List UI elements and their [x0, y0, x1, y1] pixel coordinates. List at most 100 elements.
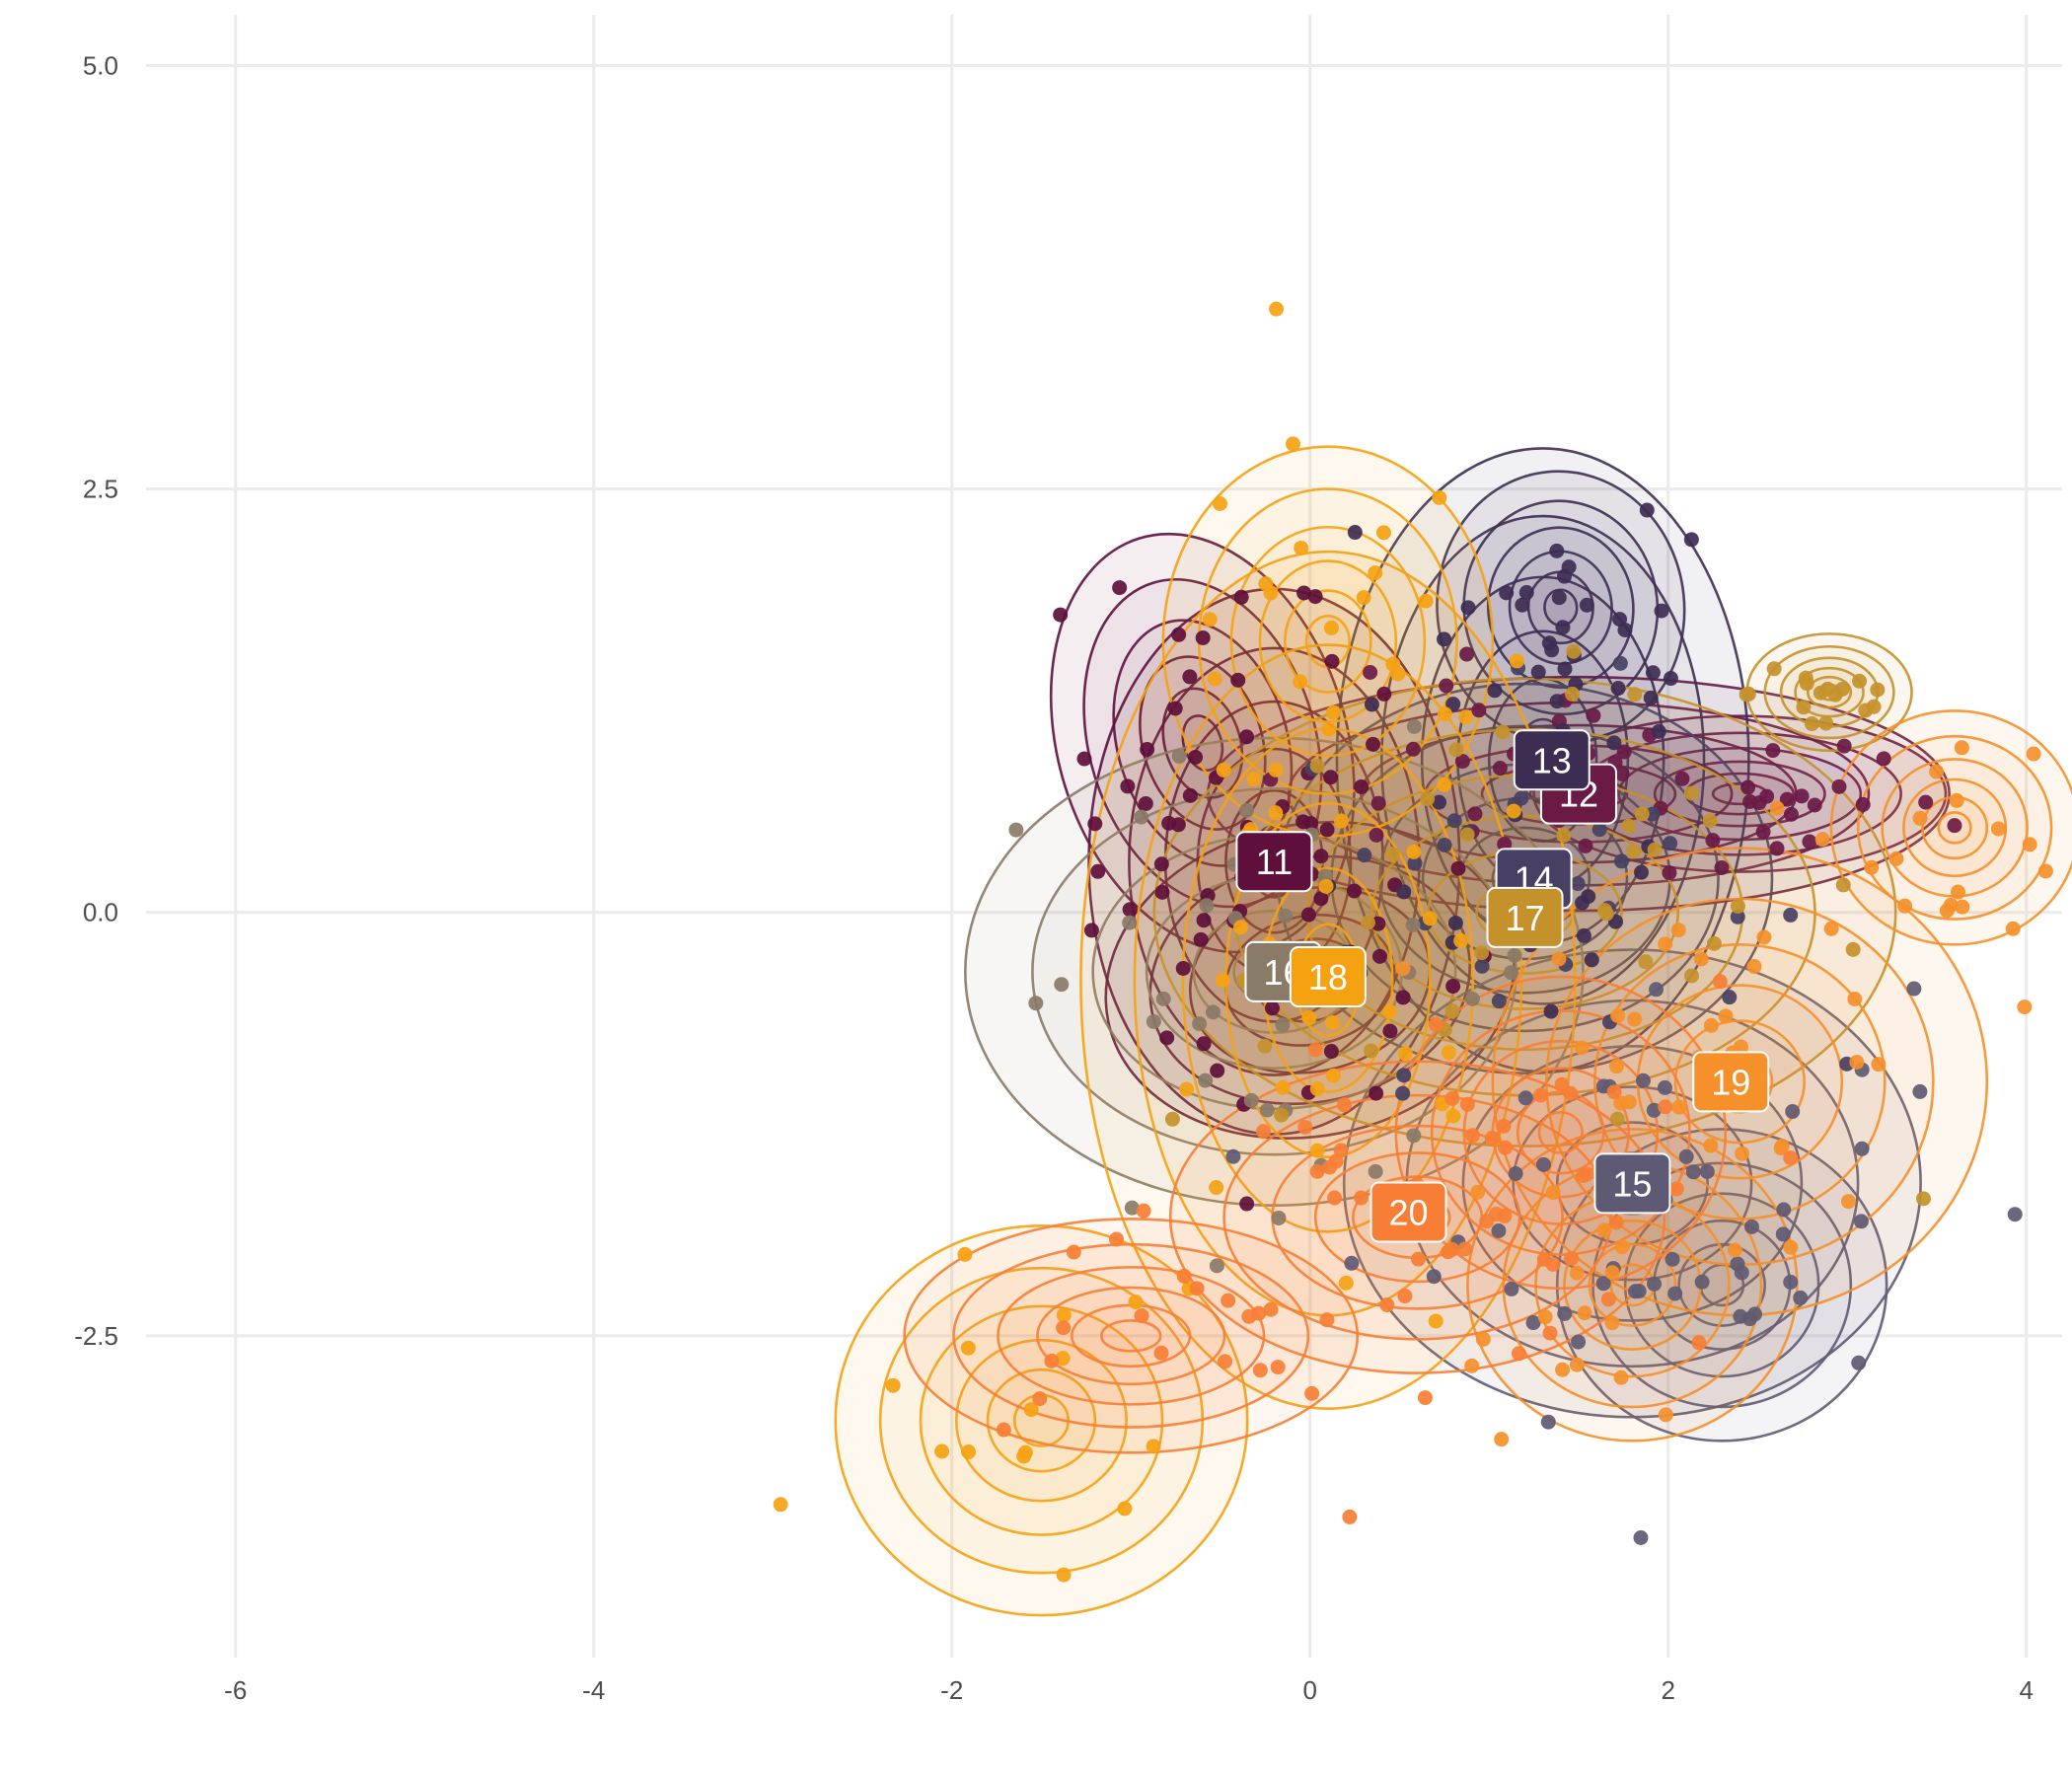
data-point — [1491, 994, 1507, 1009]
data-point — [1609, 1111, 1625, 1127]
data-point — [1504, 1281, 1519, 1296]
data-point — [1444, 1003, 1460, 1019]
data-point — [1766, 661, 1782, 677]
data-point — [1109, 1231, 1125, 1247]
data-point — [1055, 1351, 1071, 1367]
data-point — [1670, 923, 1686, 938]
data-point — [1574, 1040, 1590, 1056]
data-point — [1325, 704, 1341, 720]
data-point — [1783, 1239, 1799, 1255]
data-point — [1831, 778, 1847, 794]
data-point — [1871, 1057, 1887, 1073]
data-point — [1397, 1289, 1413, 1304]
data-point — [1120, 778, 1136, 794]
data-point — [1357, 848, 1372, 863]
data-point — [1691, 1335, 1707, 1351]
data-point — [1171, 749, 1187, 765]
data-point — [1154, 884, 1170, 900]
data-point — [1196, 1036, 1212, 1052]
data-point — [1453, 932, 1469, 948]
data-point — [1032, 1391, 1048, 1407]
cluster-label-20: 20 — [1369, 1181, 1447, 1243]
data-point — [1338, 1275, 1354, 1291]
data-point — [1699, 1163, 1715, 1179]
data-point — [1802, 834, 1817, 850]
data-point — [1437, 777, 1452, 792]
data-point — [1364, 697, 1379, 712]
data-point — [1354, 778, 1369, 794]
data-point — [1627, 687, 1643, 703]
data-point — [1876, 751, 1891, 767]
cluster-label-11: 11 — [1235, 831, 1313, 893]
data-point — [1239, 1196, 1255, 1212]
data-point — [1759, 788, 1775, 804]
data-point — [1439, 678, 1454, 694]
data-point — [1613, 853, 1629, 869]
data-point — [1897, 898, 1913, 914]
data-point — [1304, 1385, 1320, 1401]
data-point — [1864, 859, 1880, 875]
data-point — [1128, 1295, 1144, 1310]
data-point — [934, 1443, 950, 1459]
data-point — [1189, 1281, 1205, 1296]
data-point — [1432, 489, 1447, 505]
data-point — [1179, 1081, 1195, 1097]
data-point — [1614, 1239, 1630, 1255]
data-point — [1458, 709, 1474, 725]
data-point — [1028, 996, 1044, 1011]
data-point — [1683, 532, 1699, 548]
label-text: 19 — [1711, 1062, 1750, 1102]
data-point — [1888, 851, 1904, 866]
data-point — [1395, 961, 1411, 977]
data-point — [1428, 1016, 1443, 1032]
data-point — [1475, 1331, 1491, 1347]
data-point — [1557, 1305, 1573, 1321]
data-point — [1471, 703, 1487, 718]
data-point — [1596, 1222, 1612, 1238]
data-point — [1581, 889, 1596, 905]
data-point — [1218, 1354, 1233, 1369]
data-point — [1610, 681, 1626, 697]
label-box — [1692, 1051, 1770, 1113]
data-point — [1396, 884, 1412, 900]
data-point — [1182, 787, 1198, 803]
data-point — [1369, 827, 1384, 843]
data-point — [1008, 822, 1024, 838]
data-point — [1578, 838, 1593, 853]
data-point — [1504, 965, 1519, 981]
data-point — [1939, 903, 1955, 919]
x-tick-label: -6 — [224, 1675, 247, 1705]
data-point — [1577, 1305, 1592, 1321]
data-point — [1645, 806, 1661, 822]
data-point — [1376, 686, 1392, 702]
data-point — [1112, 580, 1128, 596]
data-point — [1727, 1242, 1742, 1258]
data-point — [1755, 824, 1771, 840]
data-point — [1635, 1073, 1651, 1088]
data-point — [1464, 1358, 1480, 1373]
data-point — [1990, 821, 2006, 837]
data-point — [1426, 1269, 1442, 1285]
data-point — [1643, 690, 1659, 705]
data-point — [1221, 1293, 1236, 1308]
x-tick-label: -4 — [582, 1675, 605, 1705]
data-point — [1735, 1146, 1750, 1161]
data-point — [1849, 1054, 1865, 1070]
data-point — [1309, 1143, 1325, 1158]
data-point — [1268, 762, 1284, 777]
data-point — [1794, 788, 1810, 804]
data-point — [1446, 813, 1462, 829]
data-point — [1542, 1325, 1558, 1341]
data-point — [1195, 629, 1211, 645]
data-point — [1297, 1119, 1313, 1135]
data-point — [2022, 837, 2037, 852]
data-point — [1444, 1241, 1460, 1257]
data-point — [1665, 1251, 1680, 1267]
data-point — [1246, 771, 1262, 786]
data-point — [1459, 646, 1475, 662]
data-point — [1674, 771, 1690, 786]
data-point — [1382, 1003, 1398, 1019]
data-point — [957, 1246, 973, 1262]
data-point — [1210, 1063, 1225, 1078]
data-point — [1654, 603, 1669, 619]
